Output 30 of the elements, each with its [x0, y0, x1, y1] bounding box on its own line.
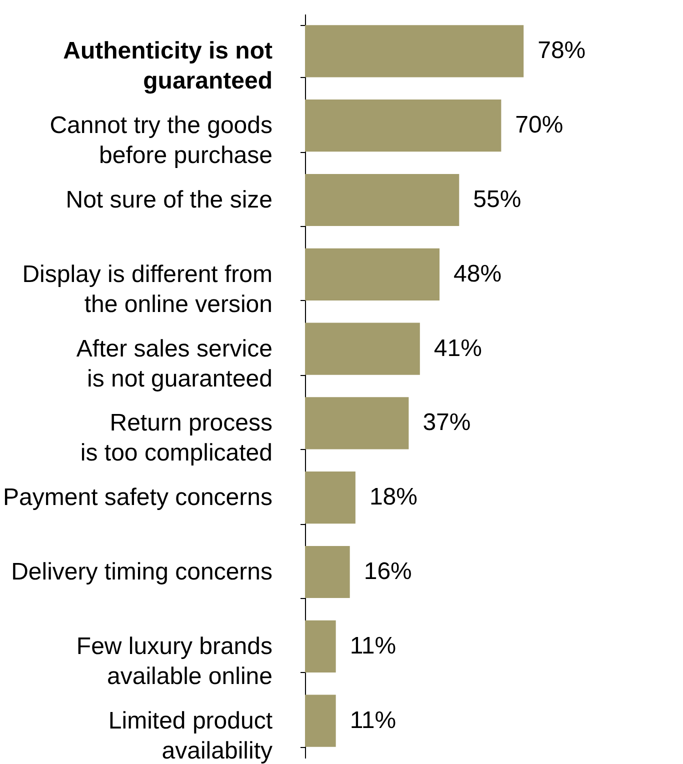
bar [305, 546, 350, 598]
y-tick-label: After sales service is not guaranteed [76, 335, 272, 392]
bar [305, 694, 336, 747]
y-tick-label: Not sure of the size [66, 186, 272, 214]
y-tick-label: Display is different from the online version [22, 260, 272, 318]
bar [305, 472, 356, 524]
bar [305, 100, 502, 152]
data-label: 48% [454, 260, 502, 288]
y-tick-label: Few luxury brands available online [76, 632, 272, 690]
y-tick-label: Delivery timing concerns [11, 558, 272, 586]
bar [305, 322, 420, 375]
y-tick-label: Return process is too complicated [80, 410, 272, 467]
y-tick-label: Payment safety concerns [3, 484, 272, 512]
data-label: 11% [350, 706, 396, 734]
data-label: 78% [538, 37, 586, 64]
data-label: 16% [364, 558, 412, 585]
data-label: 37% [422, 409, 471, 436]
bar [305, 397, 409, 450]
bar [305, 174, 460, 226]
data-label: 70% [515, 112, 564, 139]
y-tick-label: Cannot try the goods before purchase [50, 112, 272, 170]
bar [305, 248, 440, 300]
bar [305, 25, 524, 78]
data-label: 18% [369, 484, 418, 511]
data-label: 11% [350, 632, 396, 660]
data-label: 41% [434, 334, 482, 362]
bar [305, 620, 336, 672]
y-tick-label: Authenticity is not guaranteed [63, 38, 272, 95]
y-tick-label: Limited product availability [108, 707, 273, 764]
data-label: 55% [473, 186, 522, 213]
